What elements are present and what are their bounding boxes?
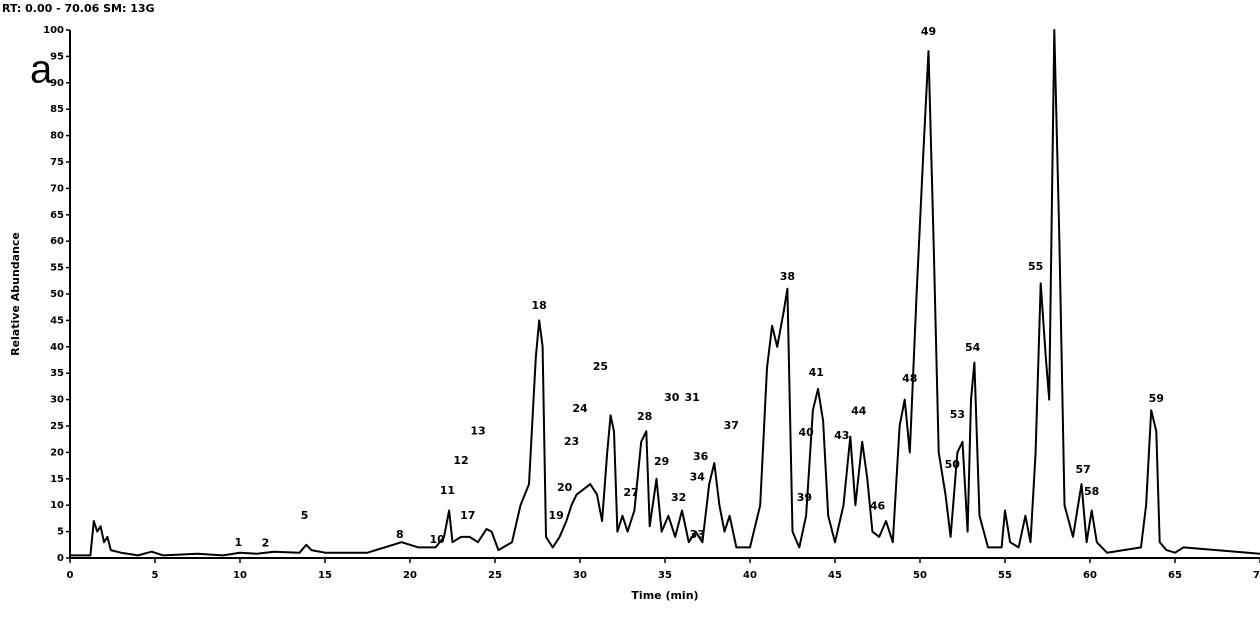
peak-label: 43	[834, 429, 849, 442]
peak-label: 55	[1028, 260, 1043, 273]
chromatogram-trace	[70, 29, 1260, 557]
peak-label: 49	[921, 25, 936, 38]
peak-label: 20	[557, 481, 573, 494]
peak-label: 19	[549, 509, 564, 522]
x-tick-label: 10	[233, 570, 247, 581]
y-tick-label: 60	[50, 236, 64, 247]
y-tick-label: 25	[50, 421, 64, 432]
peak-label: 13	[470, 424, 485, 437]
peak-label: 32	[671, 491, 686, 504]
x-tick-label: 70	[1253, 570, 1260, 581]
y-tick-label: 45	[50, 315, 64, 326]
y-tick-label: 55	[50, 263, 64, 274]
peak-label: 18	[532, 299, 547, 312]
x-tick-label: 0	[67, 570, 74, 581]
peak-label: 31	[685, 391, 700, 404]
peak-label: 37	[724, 419, 739, 432]
x-tick-label: 40	[743, 570, 757, 581]
x-tick-label: 50	[913, 570, 927, 581]
header: RT: 0.00 - 70.06 SM: 13G	[2, 2, 155, 15]
y-tick-label: 65	[50, 210, 64, 221]
x-tick-label: 5	[152, 570, 159, 581]
peak-label: 11	[440, 484, 455, 497]
y-tick-label: 100	[43, 25, 64, 36]
peak-label: 54	[965, 341, 981, 354]
peak-label: 10	[430, 533, 446, 546]
y-tick-label: 0	[57, 553, 64, 564]
y-tick-label: 80	[50, 131, 64, 142]
peak-label: 59	[1149, 392, 1164, 405]
x-tick-label: 55	[998, 570, 1012, 581]
peak-label: 46	[870, 499, 886, 512]
peak-label: 23	[564, 435, 579, 448]
y-tick-label: 35	[50, 368, 64, 379]
peak-label: 24	[572, 402, 588, 415]
peak-label: 34	[690, 471, 706, 484]
peak-label: 1	[234, 536, 242, 549]
peak-label: 48	[902, 372, 917, 385]
peak-label: 27	[623, 486, 638, 499]
peak-label: 29	[654, 455, 669, 468]
y-tick-label: 50	[50, 289, 64, 300]
peak-label: 30	[664, 391, 680, 404]
peak-label: 58	[1084, 485, 1099, 498]
x-tick-label: 15	[318, 570, 332, 581]
x-tick-label: 20	[403, 570, 417, 581]
peak-label: 25	[593, 360, 608, 373]
y-tick-label: 85	[50, 104, 64, 115]
y-tick-label: 5	[57, 527, 64, 538]
y-tick-label: 30	[50, 395, 64, 406]
peak-label: 40	[798, 426, 814, 439]
x-tick-label: 65	[1168, 570, 1182, 581]
peak-label: 2	[262, 537, 270, 550]
y-tick-label: 15	[50, 474, 64, 485]
x-axis-label: Time (min)	[631, 589, 698, 602]
panel-label: a	[30, 48, 53, 92]
peak-label: 38	[780, 270, 795, 283]
x-tick-label: 60	[1083, 570, 1097, 581]
peak-label: 57	[1076, 463, 1091, 476]
y-tick-label: 20	[50, 447, 64, 458]
peak-label: 28	[637, 410, 652, 423]
x-tick-label: 45	[828, 570, 842, 581]
peak-label: 33	[690, 528, 705, 541]
x-tick-label: 25	[488, 570, 502, 581]
peak-label: 39	[797, 491, 812, 504]
peak-label: 17	[460, 509, 475, 522]
y-tick-label: 90	[50, 78, 64, 89]
y-tick-label: 40	[50, 342, 64, 353]
peak-label: 41	[809, 366, 824, 379]
peak-label: 53	[950, 408, 965, 421]
peak-label: 36	[693, 450, 709, 463]
peak-label: 44	[851, 405, 867, 418]
y-tick-label: 75	[50, 157, 64, 168]
y-tick-label: 10	[50, 500, 64, 511]
peak-label: 50	[945, 458, 961, 471]
x-tick-label: 30	[573, 570, 587, 581]
y-axis-label: Relative Abundance	[9, 232, 22, 356]
peak-label: 8	[396, 528, 404, 541]
peak-label: 5	[301, 509, 309, 522]
peak-label: 12	[453, 454, 468, 467]
x-tick-label: 35	[658, 570, 672, 581]
y-tick-label: 95	[50, 51, 64, 62]
y-tick-label: 70	[50, 183, 64, 194]
